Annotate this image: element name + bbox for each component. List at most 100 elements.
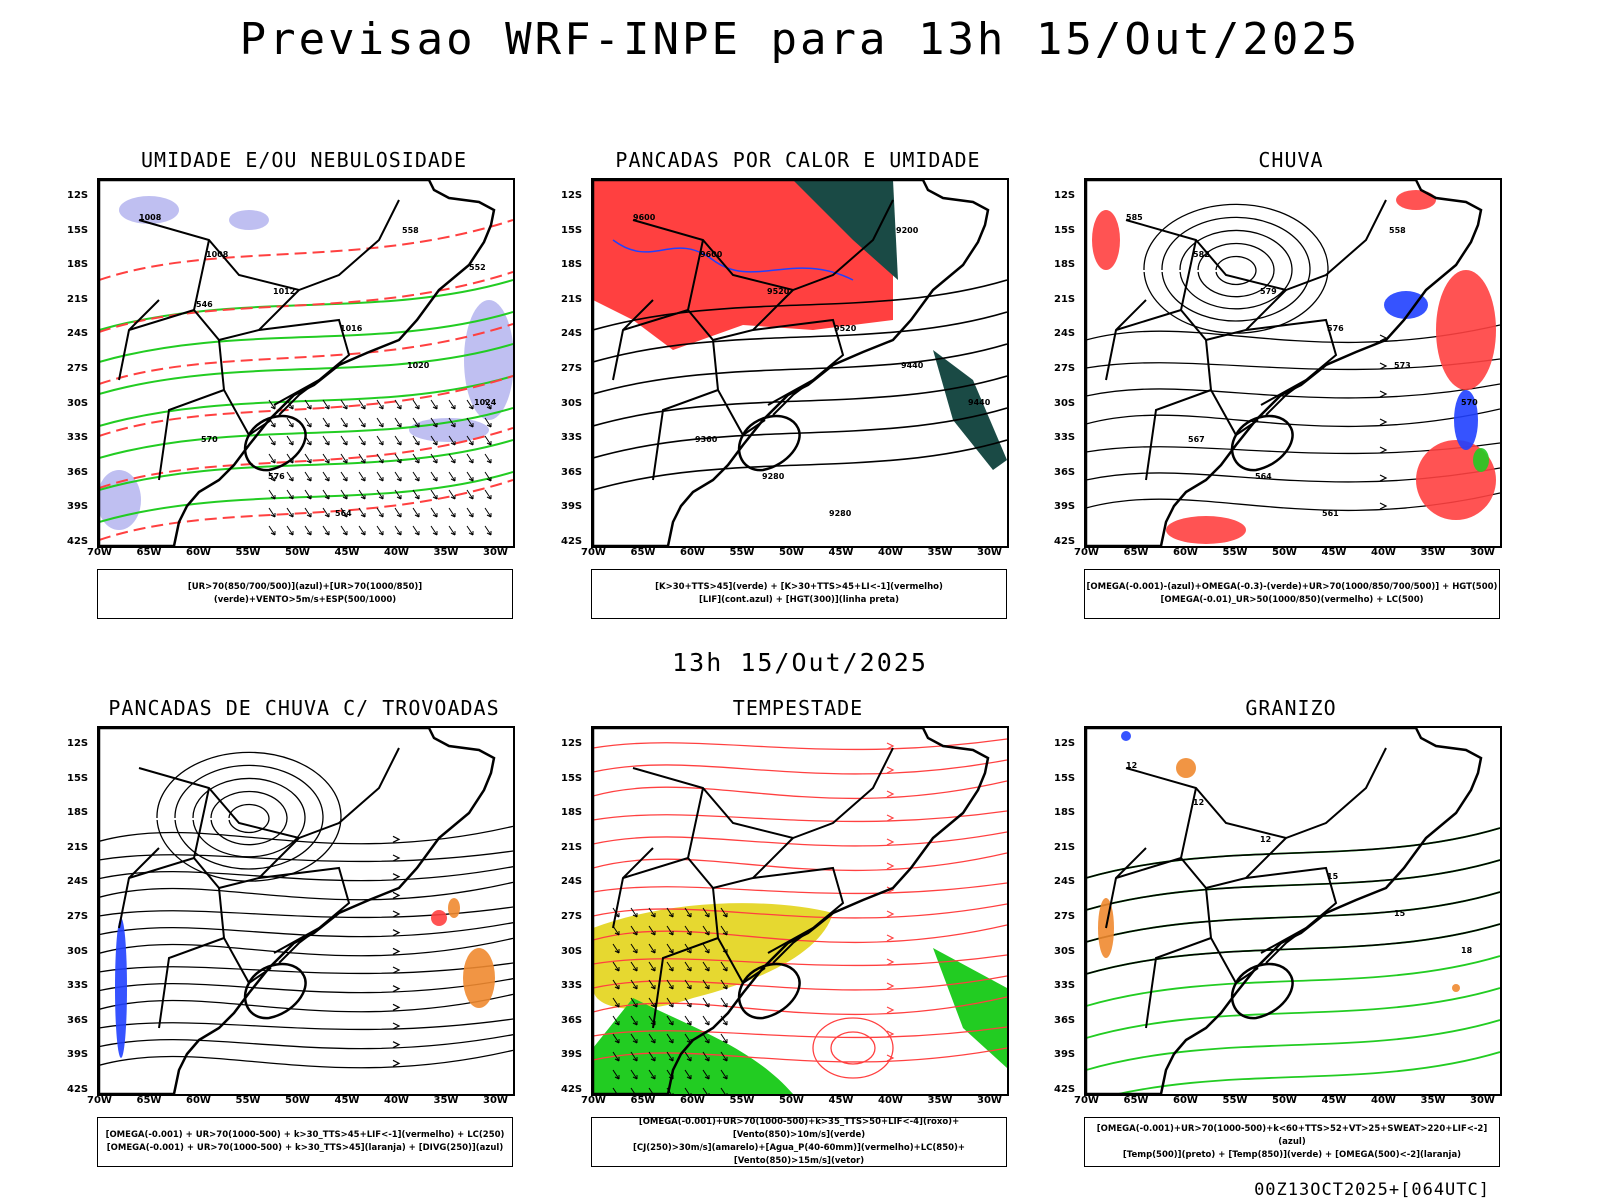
streamlines xyxy=(99,751,513,1069)
contour-label: 9440 xyxy=(901,361,924,370)
lagoon-outline xyxy=(243,414,307,472)
lon-tick-label: 40W xyxy=(878,547,903,558)
contour-label: 9200 xyxy=(896,226,919,235)
lon-tick-label: 50W xyxy=(1272,1095,1297,1106)
lon-tick-label: 50W xyxy=(285,1095,310,1106)
contour-label: 9280 xyxy=(762,472,785,481)
isolines xyxy=(593,279,1007,491)
legend-line: [OMEGA(-0.001) + UR>70(1000-500) + k>30_… xyxy=(105,1130,505,1140)
lat-tick-label: 24S xyxy=(67,328,89,340)
country-border xyxy=(1245,866,1338,954)
country-border xyxy=(1105,299,1147,381)
contour-label: 9360 xyxy=(695,435,718,444)
lon-tick-label: 45W xyxy=(1321,1095,1347,1106)
contour-label: 12 xyxy=(1126,761,1137,770)
contour-label: 1008 xyxy=(139,213,162,222)
contour-label: 9600 xyxy=(700,250,723,259)
lat-tick-label: 42S xyxy=(561,1084,583,1095)
coastline xyxy=(99,180,496,546)
weather-map-panel: 12 12 12 15 15 18 xyxy=(1084,726,1502,1096)
lat-tick-label: 18S xyxy=(1054,259,1076,271)
convective-red-area xyxy=(593,180,893,350)
lat-tick-label: 33S xyxy=(561,980,583,992)
lon-tick-label: 55W xyxy=(729,1095,755,1106)
lon-tick-label: 40W xyxy=(1371,1095,1396,1106)
contour-label: 573 xyxy=(1394,361,1411,370)
lon-tick-label: 70W xyxy=(581,547,606,558)
lon-tick-label: 65W xyxy=(1123,1095,1149,1106)
lon-tick-label: 35W xyxy=(433,547,459,558)
subtitle: 13h 15/Out/2025 xyxy=(672,648,928,677)
country-border xyxy=(258,318,351,406)
lon-tick-label: 55W xyxy=(235,547,261,558)
country-border xyxy=(622,857,689,879)
panel-title: CHUVA xyxy=(1258,148,1324,172)
lon-tick-label: 70W xyxy=(1074,1095,1099,1106)
legend-line: [OMEGA(-0.01)_UR>50(1000/850)(vermelho) … xyxy=(1160,595,1424,605)
coastline xyxy=(593,180,990,546)
legend-line: [OMEGA(-0.001)+UR>70(1000-500)+k>35_TTS>… xyxy=(638,1117,960,1140)
footer-run-info: 00Z13OCT2025+[064UTC] xyxy=(1254,1180,1490,1200)
lon-tick-label: 70W xyxy=(1074,547,1099,558)
lat-tick-label: 30S xyxy=(67,945,89,957)
country-border xyxy=(118,299,160,381)
country-border xyxy=(772,379,814,416)
weather-map-panel: 1008 1008 1012 1016 1020 1024 570 576 564 558 552 5… xyxy=(97,178,515,548)
lat-tick-label: 24S xyxy=(1054,328,1076,340)
wind-green-area xyxy=(933,948,1007,1068)
country-border xyxy=(612,847,654,929)
lat-tick-label: 27S xyxy=(1054,911,1076,922)
main-title: Previsao WRF-INPE para 13h 15/Out/2025 xyxy=(239,14,1361,65)
panel-legend: [OMEGA(-0.001)+UR>70(1000-500)+k<60+TTS>… xyxy=(1084,1117,1500,1167)
panel-legend: [OMEGA(-0.001)-(azul)+OMEGA(-0.3)-(verde… xyxy=(1084,569,1500,619)
lon-tick-label: 40W xyxy=(878,1095,903,1106)
lat-tick-label: 18S xyxy=(67,259,89,271)
lat-tick-label: 27S xyxy=(561,363,583,374)
lon-tick-label: 70W xyxy=(581,1095,606,1106)
legend-line: [Temp(500)](preto) + [Temp(850)](verde) … xyxy=(1122,1149,1462,1160)
coastline xyxy=(1086,728,1483,1094)
lon-tick-label: 55W xyxy=(729,547,755,558)
lat-tick-label: 42S xyxy=(1054,1084,1076,1095)
contour-label: 1020 xyxy=(407,361,430,370)
country-border xyxy=(158,389,225,481)
contour-label: 9280 xyxy=(829,509,852,518)
contour-label: 576 xyxy=(268,472,285,481)
lat-tick-label: 24S xyxy=(67,876,89,888)
lagoon-outline xyxy=(1230,414,1294,472)
contour-label: 1016 xyxy=(340,324,363,333)
lat-tick-label: 21S xyxy=(561,841,583,853)
lat-tick-label: 24S xyxy=(1054,876,1076,888)
lat-tick-label: 33S xyxy=(561,432,583,444)
lat-tick-label: 12S xyxy=(561,190,583,201)
lat-tick-label: 24S xyxy=(561,876,583,888)
country-border xyxy=(278,379,320,416)
lat-tick-label: 39S xyxy=(1054,501,1076,513)
weather-map-panel xyxy=(591,726,1009,1096)
country-border xyxy=(1115,309,1182,331)
legend-line: [OMEGA(-0.001)-(azul)+OMEGA(-0.3)-(verde… xyxy=(1086,582,1498,592)
lat-tick-label: 39S xyxy=(67,501,89,513)
streamlines xyxy=(593,738,1007,1063)
contour-label: 558 xyxy=(402,226,419,235)
lat-tick-label: 18S xyxy=(67,807,89,819)
lat-tick-label: 12S xyxy=(561,738,583,749)
lon-tick-label: 55W xyxy=(1222,547,1248,558)
country-border xyxy=(752,866,845,954)
isolines xyxy=(1086,827,1500,975)
rain-blue xyxy=(1384,291,1478,450)
country-border xyxy=(652,389,719,481)
legend-line: [OMEGA(-0.001) + UR>70(1000-500) + k>30_… xyxy=(106,1143,504,1153)
lat-tick-label: 21S xyxy=(561,293,583,305)
lat-tick-label: 18S xyxy=(561,259,583,271)
lat-tick-label: 15S xyxy=(1054,772,1076,784)
lon-tick-label: 45W xyxy=(828,547,854,558)
convective-green-area xyxy=(793,180,898,280)
country-border xyxy=(612,299,654,381)
lon-tick-label: 35W xyxy=(1420,1095,1446,1106)
country-border xyxy=(712,887,766,985)
lat-tick-label: 42S xyxy=(561,536,583,547)
lat-tick-label: 36S xyxy=(67,466,89,478)
lon-tick-label: 60W xyxy=(1173,1095,1198,1106)
contour-label: 1024 xyxy=(474,398,497,407)
